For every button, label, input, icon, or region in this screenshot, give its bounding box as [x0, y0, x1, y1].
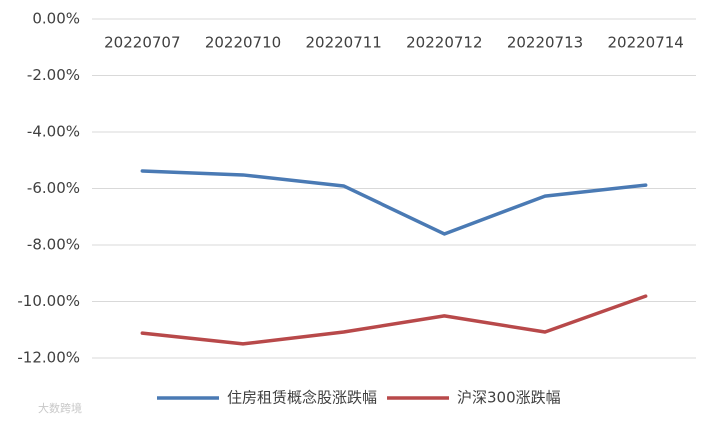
x-tick-label: 20220714: [607, 34, 683, 52]
line-series: [140, 169, 648, 236]
legend-label: 住房租赁概念股涨跌幅: [227, 389, 377, 407]
x-tick-label: 20220710: [205, 34, 281, 52]
x-tick-label: 20220713: [507, 34, 583, 52]
line-series: [140, 294, 648, 346]
y-tick-label: -8.00%: [27, 236, 80, 254]
x-tick-label: 20220712: [406, 34, 482, 52]
y-tick-label: -12.00%: [17, 349, 80, 367]
y-tick-label: 0.00%: [32, 10, 80, 28]
x-tick-label: 20220707: [104, 34, 180, 52]
y-tick-label: -2.00%: [27, 66, 80, 84]
x-tick-label: 20220711: [305, 34, 381, 52]
watermark: 大数跨境: [38, 401, 82, 415]
y-tick-label: -4.00%: [27, 123, 80, 141]
y-tick-label: -6.00%: [27, 179, 80, 197]
y-tick-label: -10.00%: [17, 292, 80, 310]
legend-label: 沪深300涨跌幅: [457, 389, 561, 407]
